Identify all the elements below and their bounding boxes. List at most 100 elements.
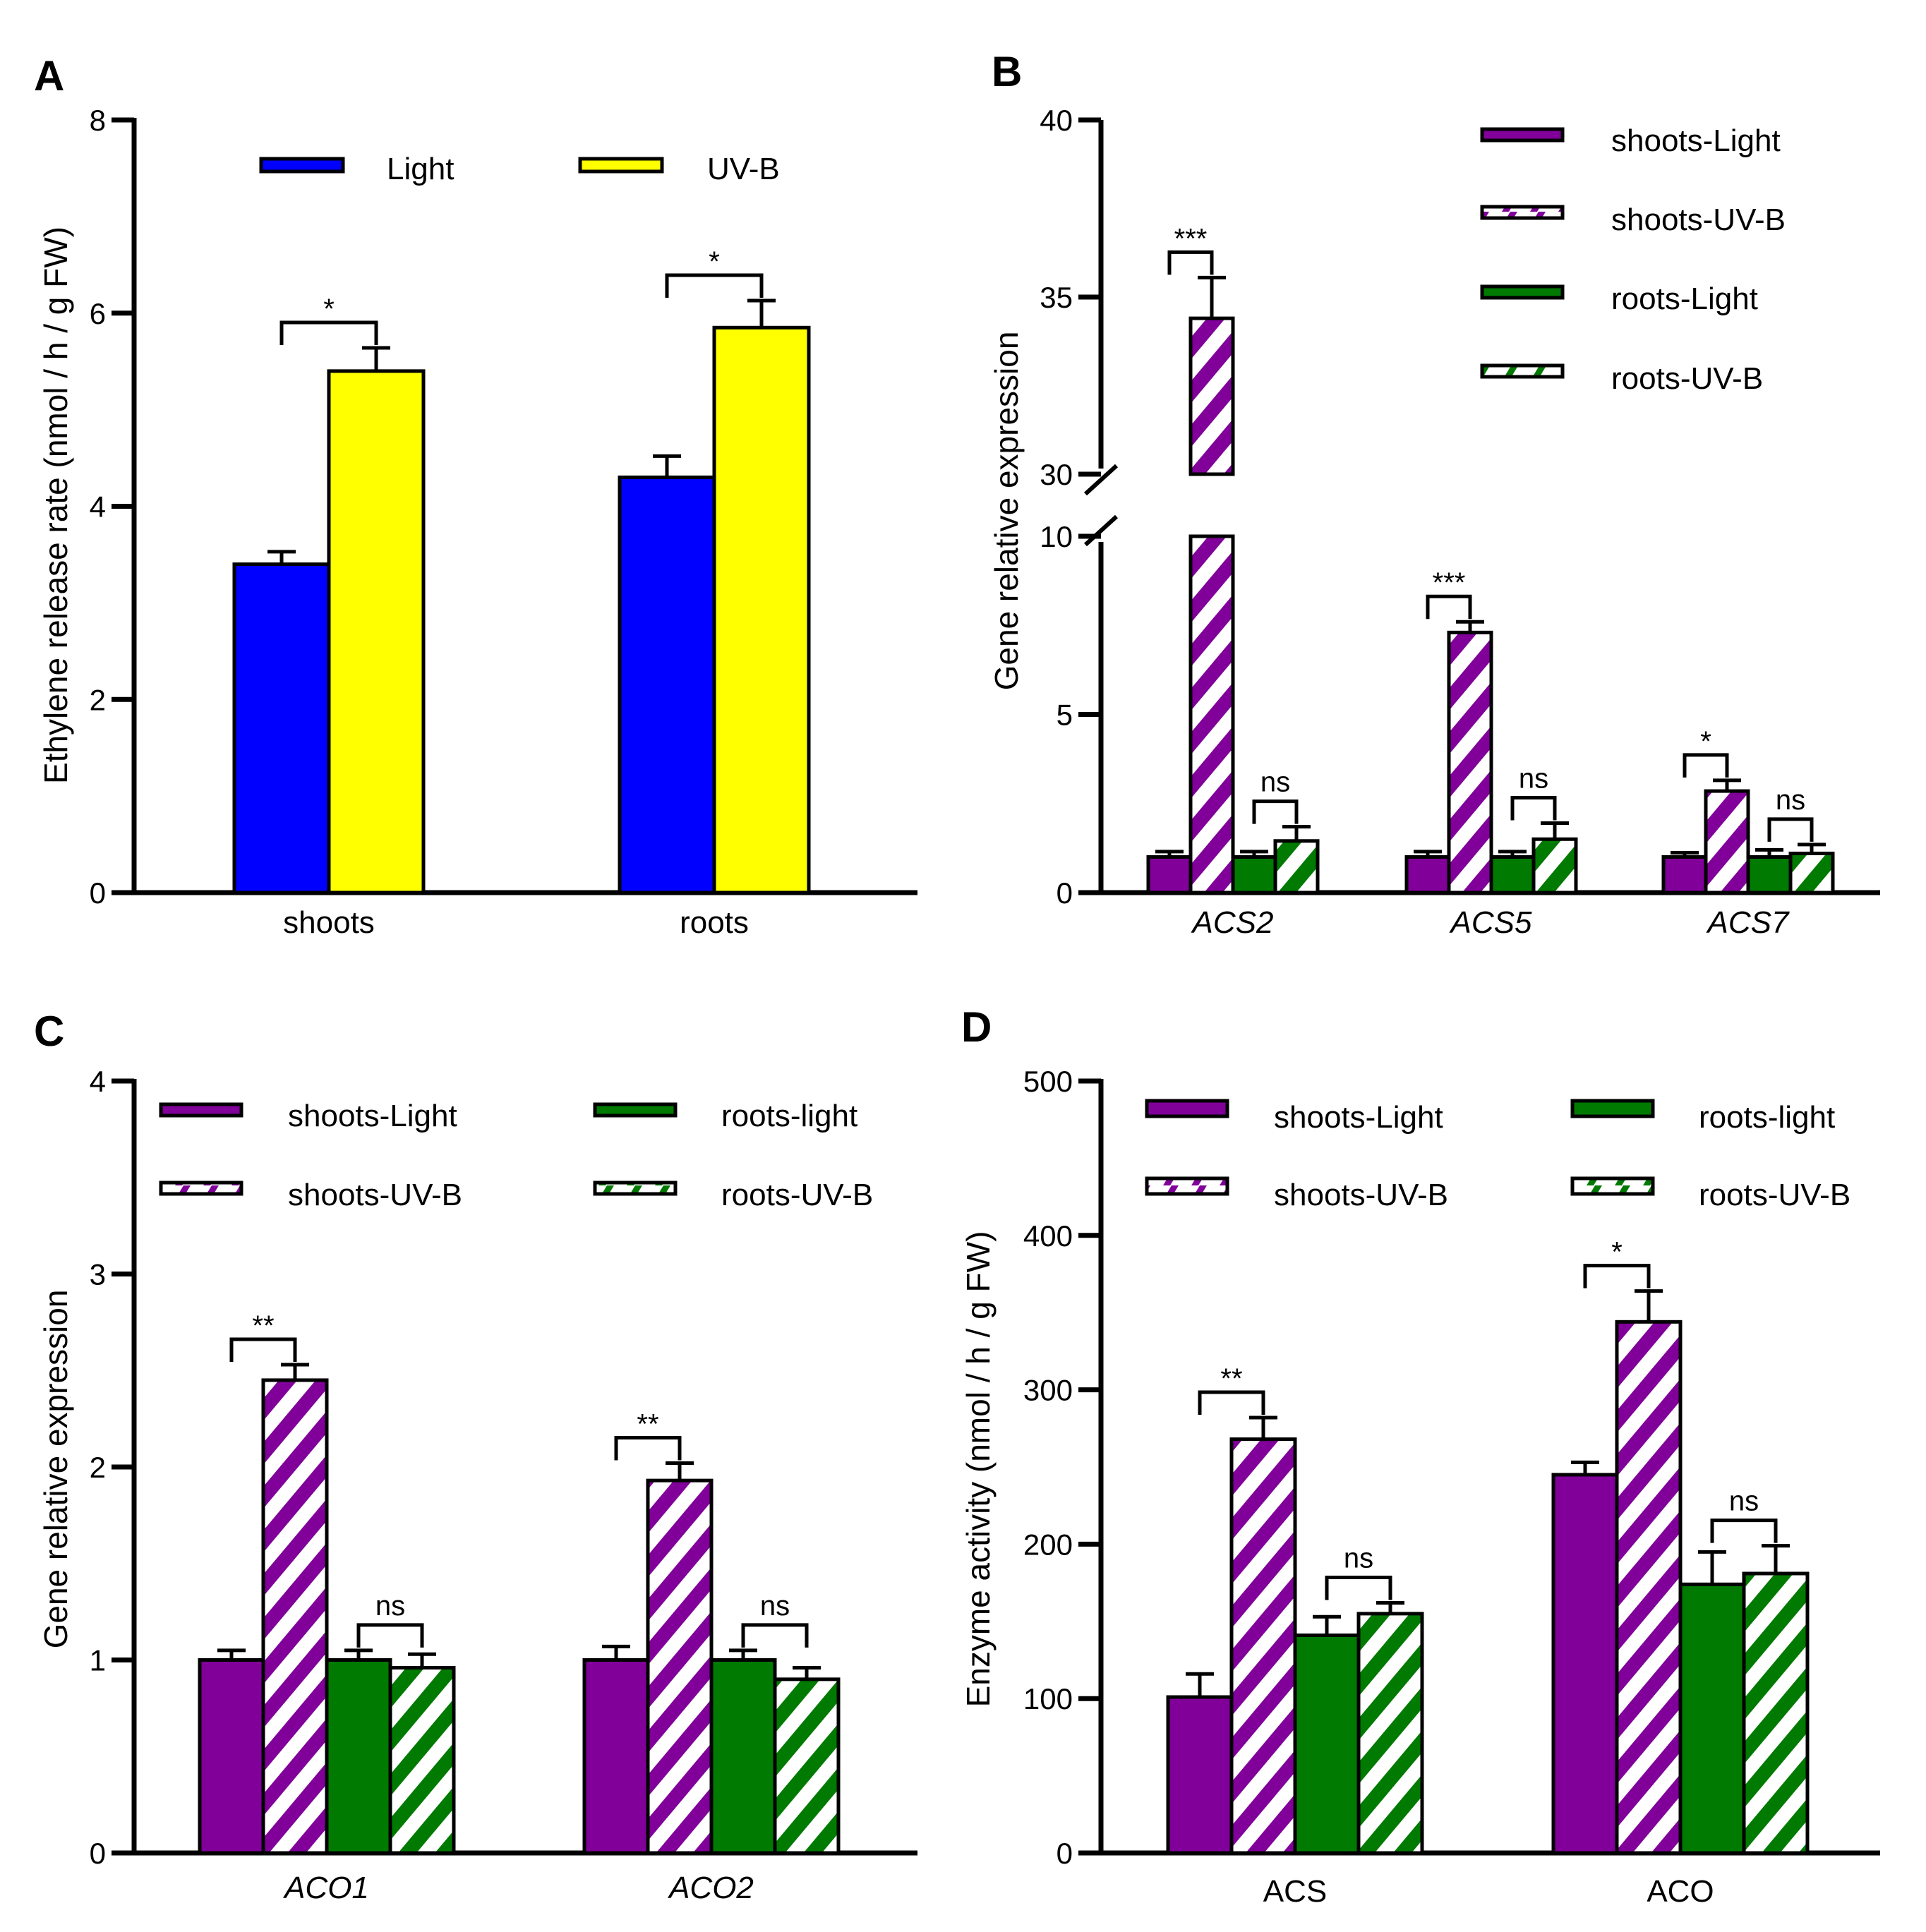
axis-break-mark bbox=[1083, 464, 1119, 496]
axis-break-mark bbox=[1083, 514, 1119, 547]
bar-roots-light-acs2 bbox=[1231, 855, 1277, 895]
legend-swatch-shoots-light bbox=[159, 1102, 243, 1118]
bar-roots-uv-b-acs2 bbox=[1273, 839, 1320, 895]
legend-label-roots-uv-b: roots-UV-B bbox=[1699, 1178, 1850, 1212]
significance-label: ns bbox=[375, 1590, 405, 1622]
significance-label: ** bbox=[1220, 1363, 1242, 1394]
y-tick-label: 0 bbox=[1057, 876, 1073, 910]
x-tick-label: ACS2 bbox=[1191, 905, 1274, 940]
bar-shoots-light-aco bbox=[1551, 1473, 1619, 1855]
bar-roots-uv-b-acs bbox=[1356, 1612, 1424, 1855]
y-tick-label: 35 bbox=[1040, 281, 1073, 314]
legend-swatch-shoots-uv-b bbox=[1480, 205, 1565, 220]
bar-roots-uv-b-acs7 bbox=[1788, 851, 1835, 895]
bar-shoots-light-acs bbox=[1166, 1695, 1234, 1855]
bar-shoots-uv-b-aco bbox=[1615, 1320, 1683, 1855]
x-tick-label: ACO1 bbox=[282, 1871, 369, 1905]
significance-label: * bbox=[1611, 1237, 1623, 1268]
panel-letter: B bbox=[992, 48, 1022, 95]
y-tick-label: 0 bbox=[1057, 1837, 1073, 1870]
legend-swatch-roots-uv-b bbox=[1480, 363, 1565, 379]
y-tick-label: 6 bbox=[90, 297, 106, 330]
significance-label: ns bbox=[1776, 785, 1805, 816]
y-tick-label: 3 bbox=[90, 1258, 106, 1291]
significance-label: * bbox=[709, 246, 720, 277]
panel-letter: A bbox=[34, 52, 64, 99]
bar-roots-light-acs bbox=[1293, 1633, 1361, 1855]
y-tick-label: 200 bbox=[1023, 1528, 1073, 1561]
bar-shoots-uv-b-acs bbox=[1229, 1437, 1297, 1855]
significance-bracket bbox=[1167, 250, 1214, 275]
legend-swatch-light bbox=[259, 157, 345, 174]
legend-label-shoots-uv-b: shoots-UV-B bbox=[1611, 203, 1786, 237]
legend-label-uv-b: UV-B bbox=[707, 152, 780, 186]
bar-roots-uv-b-aco2 bbox=[773, 1677, 841, 1855]
y-tick-label: 0 bbox=[90, 1837, 106, 1870]
legend-label-shoots-light: shoots-Light bbox=[1611, 123, 1781, 158]
bar-roots-light-aco bbox=[1678, 1582, 1746, 1855]
significance-bracket bbox=[1583, 1264, 1651, 1288]
legend-label-roots-uv-b: roots-UV-B bbox=[721, 1178, 873, 1212]
legend-swatch-roots-light bbox=[1480, 284, 1565, 300]
panel-b: B Gene relative expression 0 5 10 30 35 40 ACS2 A… bbox=[988, 48, 1880, 940]
legend-label-shoots-uv-b: shoots-UV-B bbox=[1274, 1178, 1448, 1212]
bar-shoots-light-acs2 bbox=[1146, 855, 1193, 895]
bar-shoots-uv-b-aco1 bbox=[261, 1378, 329, 1855]
bar-shoots-light-aco2 bbox=[582, 1658, 650, 1855]
y-tick-label: 2 bbox=[90, 683, 106, 716]
panel-c: C Gene relative expression 0 1 2 3 4 ACO1 ACO2 **… bbox=[34, 1008, 917, 1905]
bar-roots-light-aco2 bbox=[709, 1658, 777, 1855]
y-axis-title: Ethylene release rate (nmol / h / g FW) bbox=[37, 227, 74, 784]
y-tick-label: 0 bbox=[90, 876, 106, 910]
legend-label-shoots-light: shoots-Light bbox=[1274, 1100, 1443, 1135]
x-tick-label: ACS7 bbox=[1706, 905, 1790, 940]
bar-light-roots bbox=[618, 475, 716, 895]
significance-bracket bbox=[1426, 594, 1472, 620]
bar-light-shoots bbox=[232, 562, 331, 895]
legend-swatch-roots-light bbox=[1570, 1099, 1655, 1118]
x-tick-label: shoots bbox=[283, 905, 375, 940]
legend-label-light: Light bbox=[387, 152, 454, 186]
legend-swatch-shoots-uv-b bbox=[159, 1181, 243, 1196]
bar-uv-b-shoots bbox=[327, 369, 426, 895]
bar-roots-uv-b-acs5 bbox=[1531, 837, 1578, 895]
significance-label: ** bbox=[252, 1310, 274, 1341]
bar-shoots-light-acs5 bbox=[1404, 855, 1451, 895]
significance-label: ns bbox=[1519, 763, 1548, 795]
significance-bracket bbox=[741, 1623, 809, 1648]
panel-d: D Enzyme activity (nmol / h / g FW) 0 100 20… bbox=[960, 1003, 1880, 1909]
legend-swatch-shoots-light bbox=[1480, 127, 1565, 143]
panel-letter: D bbox=[961, 1003, 992, 1051]
panel-letter: C bbox=[34, 1008, 64, 1055]
legend-swatch-roots-light bbox=[593, 1102, 678, 1118]
y-tick-label: 4 bbox=[90, 490, 106, 524]
y-tick-label: 30 bbox=[1040, 458, 1073, 491]
legend-swatch-shoots-uv-b bbox=[1145, 1176, 1229, 1196]
legend-swatch-roots-uv-b bbox=[593, 1181, 678, 1196]
x-tick-label: ACS5 bbox=[1449, 905, 1532, 940]
y-tick-label: 300 bbox=[1023, 1374, 1073, 1407]
significance-bracket bbox=[229, 1337, 297, 1363]
legend-label-shoots-uv-b: shoots-UV-B bbox=[288, 1178, 462, 1212]
bar-roots-light-aco1 bbox=[325, 1658, 392, 1855]
y-tick-label: 400 bbox=[1023, 1219, 1073, 1252]
significance-label: *** bbox=[1433, 567, 1466, 598]
significance-label: *** bbox=[1174, 223, 1208, 254]
legend-swatch-uv-b bbox=[578, 157, 664, 174]
x-tick-label: ACS bbox=[1263, 1874, 1327, 1909]
bar-shoots-uv-b-acs7 bbox=[1704, 789, 1750, 895]
significance-bracket bbox=[356, 1623, 424, 1648]
x-tick-label: ACO bbox=[1647, 1874, 1714, 1909]
y-tick-label: 2 bbox=[90, 1451, 106, 1484]
bar-shoots-light-acs7 bbox=[1661, 855, 1708, 895]
bar-shoots-uv-b-acs2 bbox=[1188, 534, 1235, 895]
bar-uv-b-roots bbox=[712, 325, 811, 895]
y-tick-label: 8 bbox=[90, 104, 106, 137]
significance-label: ns bbox=[1260, 767, 1290, 798]
significance-label: * bbox=[1700, 726, 1711, 757]
significance-bracket bbox=[665, 273, 764, 298]
bar-shoots-uv-b-acs5 bbox=[1447, 630, 1493, 895]
x-tick-label: ACO2 bbox=[667, 1871, 754, 1905]
significance-label: ** bbox=[637, 1409, 658, 1440]
